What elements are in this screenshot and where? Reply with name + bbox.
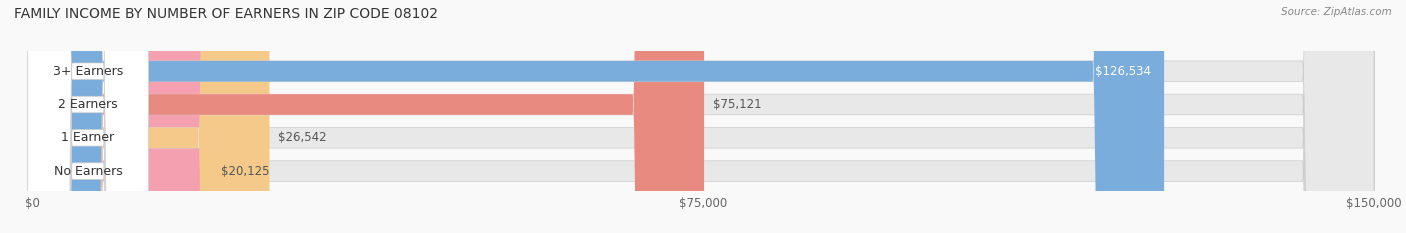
Text: $75,121: $75,121 — [713, 98, 762, 111]
Text: $26,542: $26,542 — [278, 131, 328, 144]
FancyBboxPatch shape — [32, 0, 704, 233]
FancyBboxPatch shape — [32, 0, 1164, 233]
Text: FAMILY INCOME BY NUMBER OF EARNERS IN ZIP CODE 08102: FAMILY INCOME BY NUMBER OF EARNERS IN ZI… — [14, 7, 439, 21]
FancyBboxPatch shape — [32, 0, 1374, 233]
FancyBboxPatch shape — [28, 0, 148, 233]
FancyBboxPatch shape — [32, 0, 270, 233]
Text: $126,534: $126,534 — [1095, 65, 1150, 78]
Text: 2 Earners: 2 Earners — [58, 98, 118, 111]
Text: No Earners: No Earners — [53, 164, 122, 178]
FancyBboxPatch shape — [32, 0, 212, 233]
FancyBboxPatch shape — [28, 0, 148, 233]
Text: Source: ZipAtlas.com: Source: ZipAtlas.com — [1281, 7, 1392, 17]
FancyBboxPatch shape — [32, 0, 1374, 233]
Text: 3+ Earners: 3+ Earners — [53, 65, 122, 78]
FancyBboxPatch shape — [28, 0, 148, 233]
FancyBboxPatch shape — [28, 0, 148, 233]
Text: $20,125: $20,125 — [221, 164, 270, 178]
FancyBboxPatch shape — [32, 0, 1374, 233]
Text: 1 Earner: 1 Earner — [62, 131, 114, 144]
FancyBboxPatch shape — [32, 0, 1374, 233]
